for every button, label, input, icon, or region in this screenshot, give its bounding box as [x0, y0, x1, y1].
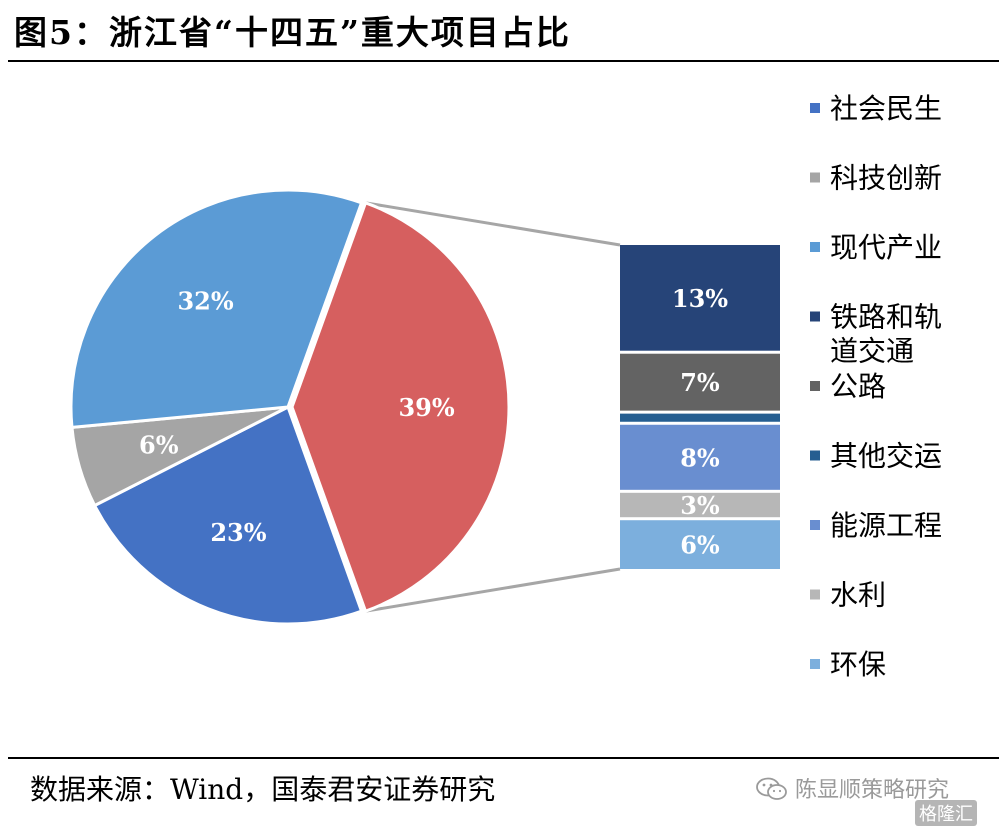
bar-label-3: 8%	[680, 443, 720, 472]
bar-label-5: 6%	[680, 531, 720, 560]
connector-top	[365, 201, 621, 247]
legend-label-7: 水利	[830, 579, 886, 612]
legend-label-5: 其他交运	[830, 440, 942, 473]
bar-segment-1	[620, 353, 780, 411]
watermark-text: 陈显顺策略研究	[795, 778, 950, 803]
pie-label-2: 6%	[139, 431, 179, 460]
bottom-divider	[8, 757, 999, 759]
legend-marker-7	[810, 589, 820, 600]
legend-label-2: 现代产业	[830, 231, 942, 264]
pie-label-0: 39%	[398, 393, 454, 422]
connector-bottom	[365, 567, 621, 613]
pie: 39% 23% 6% 32%	[69, 188, 511, 626]
top-divider	[8, 60, 999, 62]
bar-segment-4	[620, 492, 780, 518]
legend-label-3: 铁路和轨道交通	[830, 301, 942, 368]
pie-slice-0	[290, 200, 511, 614]
legend-marker-2	[810, 242, 820, 252]
pie-slice-3	[69, 188, 364, 430]
connector-lines	[365, 201, 621, 613]
bar-of-pie-chart: 39% 23% 6% 32% 13% 7% 8% 3% 6% 社会民生科技创新现代产业铁路和轨…	[69, 92, 942, 681]
source-note: 数据来源：Wind，国泰君安证券研究	[30, 773, 496, 806]
page-title: 图5：浙江省“十四五”重大项目占比	[14, 13, 571, 52]
pie-label-1: 23%	[210, 518, 266, 547]
stacked-bar: 13% 7% 8% 3% 6%	[620, 245, 780, 569]
legend-marker-8	[810, 659, 820, 669]
legend-label-line-2: 道交通	[830, 335, 914, 368]
legend-label-line-1: 铁路和轨	[830, 301, 942, 334]
bar-label-1: 7%	[680, 368, 720, 397]
legend-label-6: 能源工程	[830, 509, 942, 542]
legend-marker-4	[810, 381, 820, 391]
legend-label-1: 科技创新	[830, 162, 942, 195]
legend-label-0: 社会民生	[830, 92, 942, 125]
wechat-icon	[756, 777, 787, 800]
legend-marker-3	[810, 311, 820, 322]
legend-label-4: 公路	[830, 370, 886, 403]
watermark-badge: 格隆汇	[915, 800, 977, 826]
bar-label-0: 13%	[672, 284, 728, 313]
legend-label-8: 环保	[830, 648, 886, 681]
legend-marker-0	[810, 103, 820, 113]
bar-segment-2	[620, 413, 780, 422]
bar-segment-3	[620, 424, 780, 490]
legend-marker-1	[810, 172, 820, 183]
legend-marker-6	[810, 520, 820, 530]
bar-label-4: 3%	[680, 491, 720, 520]
watermark: 陈显顺策略研究	[755, 772, 949, 804]
bar-segment-0	[620, 245, 780, 351]
pie-label-3: 32%	[177, 287, 233, 316]
bar-segment-5	[620, 520, 780, 569]
pie-slice-1	[92, 404, 364, 626]
legend-marker-5	[810, 450, 820, 461]
